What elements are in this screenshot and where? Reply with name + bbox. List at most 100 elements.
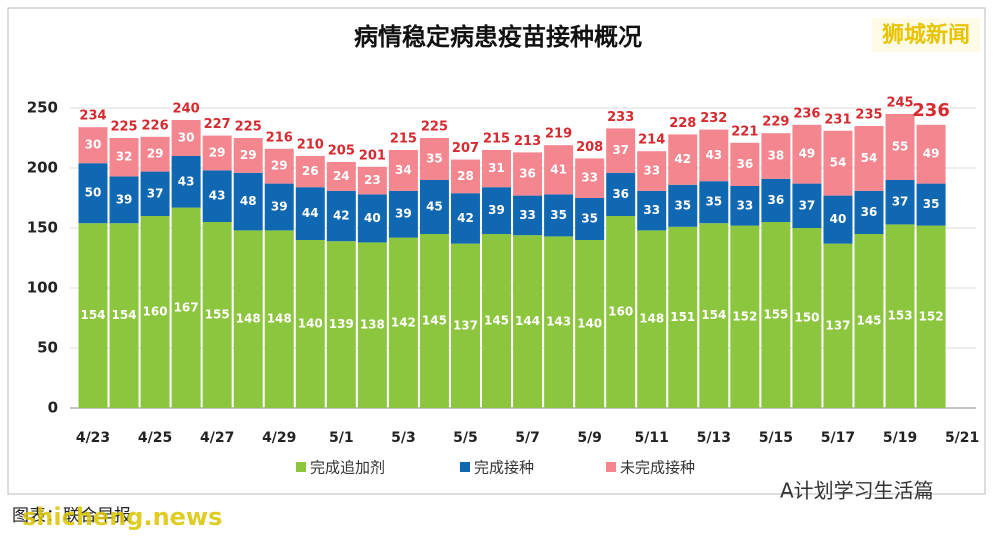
segment-label: 138: [360, 318, 385, 332]
segment-label: 155: [205, 308, 230, 322]
segment-label: 145: [484, 314, 509, 328]
bar-segment: [885, 180, 915, 225]
segment-label: 55: [892, 140, 909, 154]
bar-segment: [606, 216, 636, 408]
segment-label: 154: [112, 308, 137, 322]
bar-segment: [482, 234, 512, 408]
bar-segment: [450, 243, 480, 408]
y-tick-label: 50: [37, 339, 58, 357]
segment-label: 35: [581, 212, 598, 226]
segment-label: 42: [333, 209, 350, 223]
bar-segment: [109, 138, 139, 177]
legend-label: 完成接种: [474, 459, 534, 477]
segment-label: 43: [705, 148, 722, 162]
brand: 狮城新闻: [882, 22, 970, 48]
bar-segment: [171, 207, 201, 408]
segment-label: 148: [236, 312, 261, 326]
y-tick-label: 150: [27, 219, 58, 237]
segment-label: 37: [147, 186, 164, 200]
segment-label: 37: [892, 195, 909, 209]
x-tick-label: 5/7: [515, 430, 540, 446]
segment-label: 139: [329, 317, 354, 331]
bar-segment: [326, 190, 356, 242]
segment-label: 142: [391, 315, 416, 329]
segment-label: 31: [488, 161, 505, 175]
segment-label: 26: [302, 164, 319, 178]
x-tick-label: 4/23: [76, 430, 110, 446]
bar-segment: [513, 195, 543, 236]
segment-label: 148: [267, 312, 292, 326]
bar-segment: [513, 152, 543, 196]
bar-segment: [668, 226, 698, 408]
segment-label: 143: [546, 315, 571, 329]
total-label: 236: [912, 100, 950, 121]
segment-label: 40: [364, 211, 381, 225]
bar-segment: [885, 224, 915, 408]
segment-label: 35: [550, 208, 567, 222]
bar-segment: [357, 242, 387, 408]
total-label: 201: [359, 148, 386, 163]
bar-segment: [419, 234, 449, 408]
segment-label: 29: [209, 146, 226, 160]
bar-segment: [78, 223, 108, 408]
bar-segment: [202, 170, 232, 222]
segment-label: 36: [519, 167, 536, 181]
total-label: 228: [669, 116, 696, 131]
total-label: 216: [266, 130, 293, 145]
bar-segment: [668, 184, 698, 227]
bar-segment: [792, 124, 822, 184]
segment-label: 148: [639, 312, 664, 326]
bar-segment: [854, 126, 884, 191]
bar-segment: [699, 181, 729, 224]
segment-label: 153: [888, 309, 913, 323]
bar-segment: [450, 159, 480, 194]
segment-label: 38: [768, 149, 785, 163]
bar-segment: [482, 187, 512, 234]
bar-segment: [916, 124, 946, 184]
total-label: 221: [731, 124, 758, 139]
bar-segment: [264, 148, 294, 184]
total-label: 215: [390, 132, 417, 147]
segment-label: 39: [488, 203, 505, 217]
legend-swatch: [606, 462, 616, 472]
x-tick-label: 5/17: [821, 430, 855, 446]
bar-segment: [854, 234, 884, 408]
total-label: 225: [235, 120, 262, 135]
segment-label: 49: [923, 147, 940, 161]
bar-segment: [730, 142, 760, 186]
chart-title: 病情稳定病患疫苗接种概况: [354, 23, 642, 51]
segment-label: 29: [240, 148, 257, 162]
x-tick-label: 4/29: [262, 430, 296, 446]
bar-segment: [699, 223, 729, 408]
total-label: 240: [173, 102, 200, 117]
segment-label: 140: [298, 317, 323, 331]
bar-segment: [388, 237, 418, 408]
bar-segment: [823, 130, 853, 196]
total-label: 207: [452, 141, 479, 156]
total-label: 215: [483, 132, 510, 147]
bar-segment: [637, 190, 667, 231]
segment-label: 33: [643, 203, 660, 217]
y-tick-label: 100: [27, 279, 58, 297]
total-label: 235: [855, 108, 882, 123]
total-label: 233: [607, 110, 634, 125]
bar-segment: [637, 151, 667, 191]
bar-segment: [295, 156, 325, 188]
segment-label: 28: [457, 169, 474, 183]
segment-label: 35: [674, 198, 691, 212]
segment-label: 152: [732, 309, 757, 323]
bar-segment: [171, 120, 201, 156]
x-tick-label: 5/5: [453, 430, 478, 446]
bar-segment: [388, 150, 418, 191]
x-tick-label: 5/15: [759, 430, 793, 446]
segment-label: 54: [830, 156, 847, 170]
segment-label: 34: [395, 163, 412, 177]
total-label: 225: [110, 120, 137, 135]
total-label: 205: [328, 144, 355, 159]
bar-segment: [233, 138, 263, 173]
segment-label: 29: [271, 159, 288, 173]
bar-segment: [419, 138, 449, 180]
segment-label: 48: [240, 194, 257, 208]
x-tick-label: 5/13: [697, 430, 731, 446]
